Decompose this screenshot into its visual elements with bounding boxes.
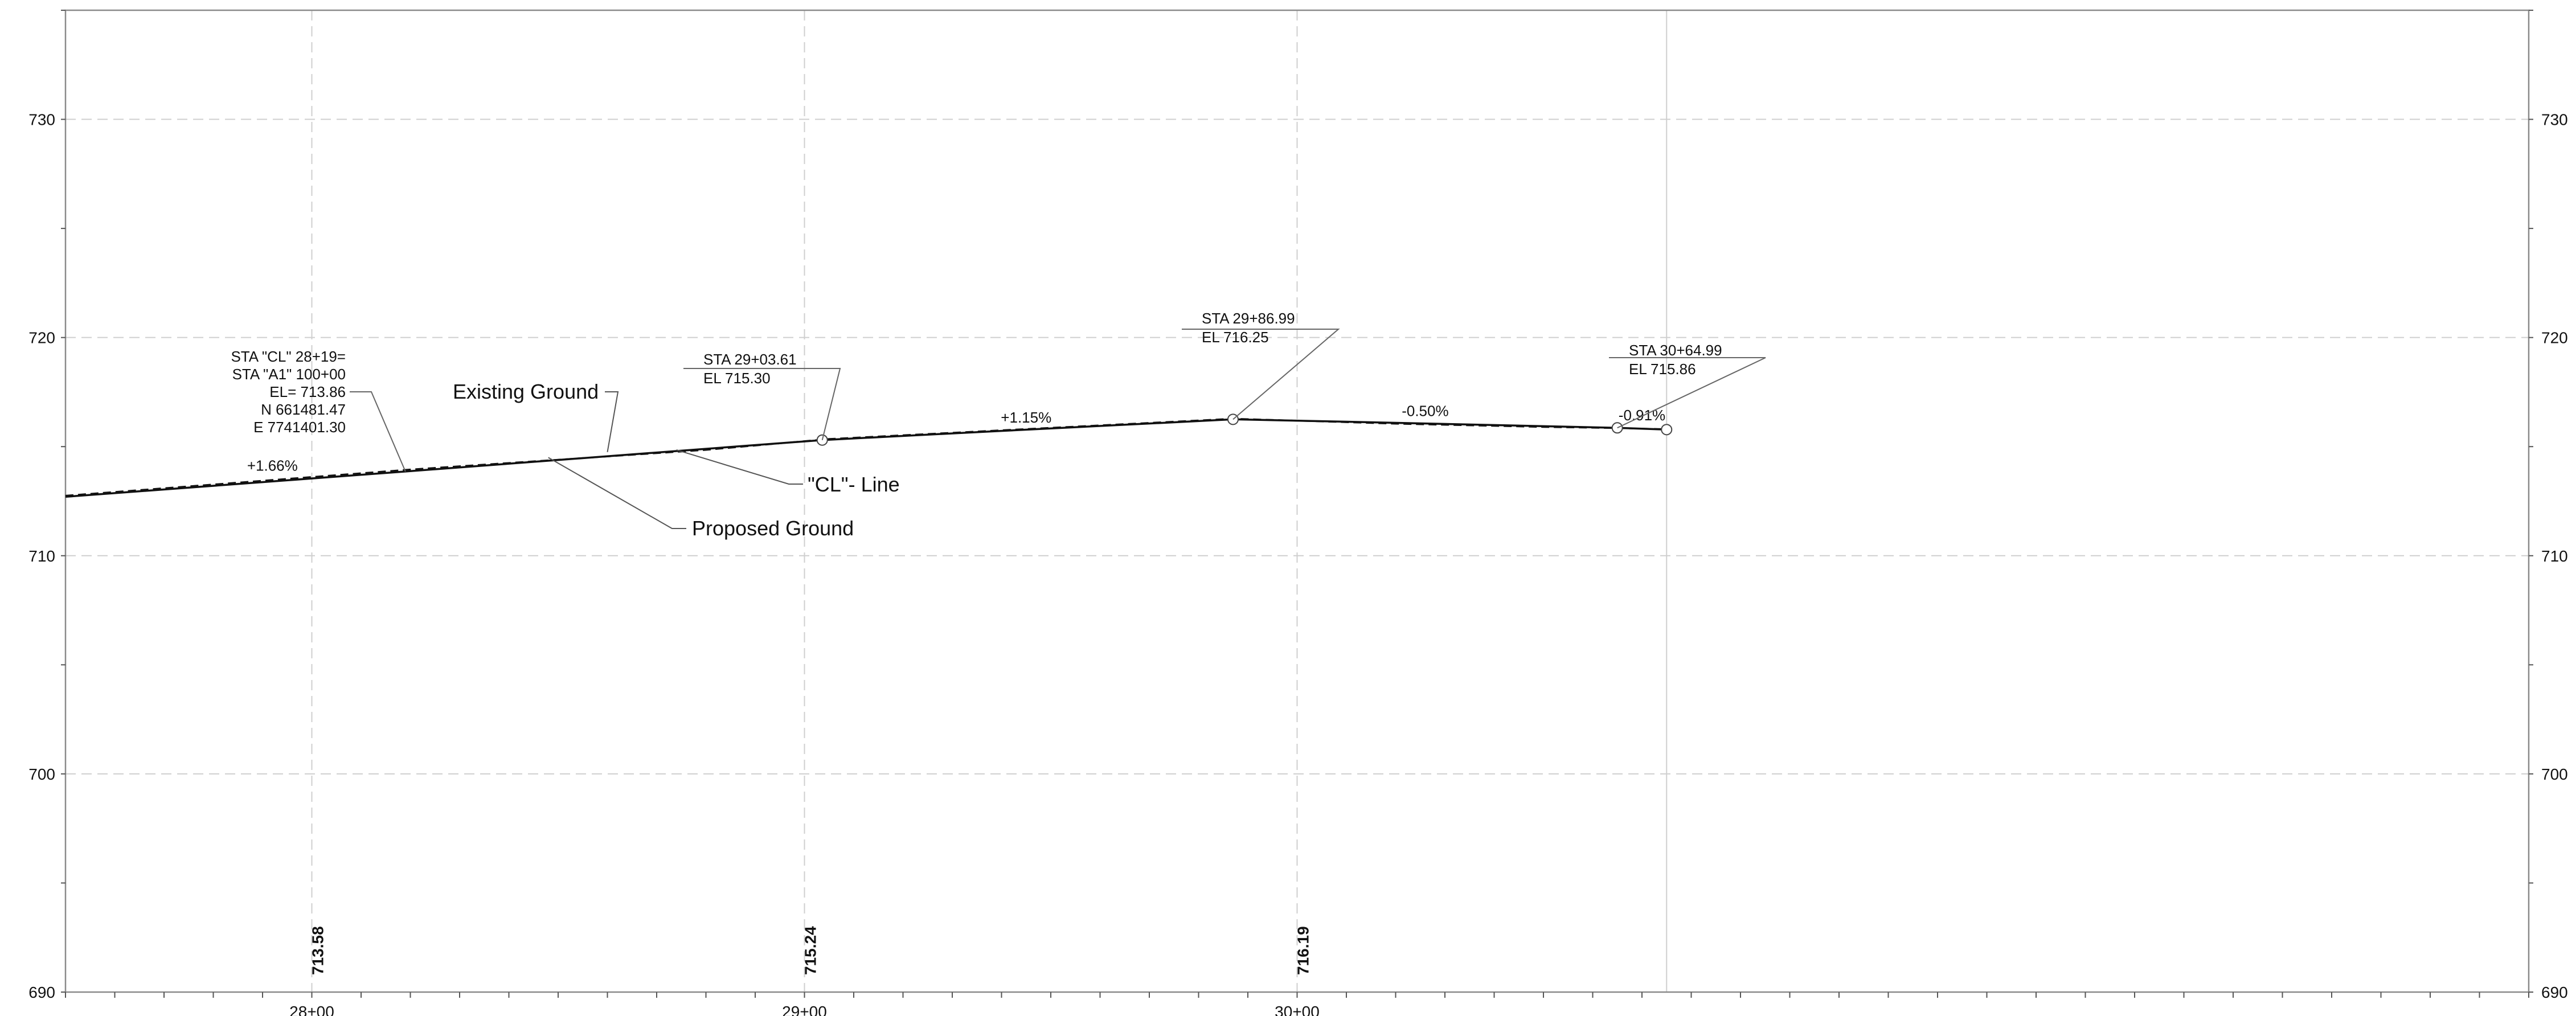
y-tick-label-left: 730 — [28, 111, 55, 129]
station-label: 30+00 — [1275, 1003, 1320, 1016]
begin-station-callout-text: N 661481.47 — [261, 401, 346, 418]
y-tick-label-right: 720 — [2541, 329, 2568, 347]
y-tick-label-left: 720 — [28, 329, 55, 347]
pvi-1-callout-text: STA 29+03.61 — [703, 351, 797, 368]
y-tick-label-right: 710 — [2541, 547, 2568, 565]
y-tick-label-right: 700 — [2541, 765, 2568, 783]
cl-line-leader — [676, 449, 803, 485]
pvi-3-callout-text: EL 715.86 — [1629, 360, 1696, 378]
pvi-3-callout-leader — [1609, 357, 1766, 429]
begin-station-callout-text: E 7741401.30 — [253, 419, 346, 436]
y-tick-label-left: 700 — [28, 765, 55, 783]
pvi-2-callout-text: EL 716.25 — [1202, 329, 1269, 346]
elevation-label: 716.19 — [1295, 926, 1312, 975]
annotation-layer: +1.66%+1.15% -0.50% -0.91%STA "CL" 28+19=S… — [231, 310, 1766, 540]
proposed-ground-leader — [548, 457, 686, 529]
begin-station-callout-text: STA "CL" 28+19= — [231, 348, 346, 365]
station-label: 28+00 — [289, 1003, 334, 1016]
existing-ground-line — [65, 417, 1667, 497]
pvi-2-callout-leader — [1182, 329, 1340, 420]
begin-station-callout-text: STA "A1" 100+00 — [232, 366, 346, 383]
elevation-label: 713.58 — [309, 926, 327, 975]
grid-layer — [65, 10, 2529, 992]
begin-station-callout-text: EL= 713.86 — [269, 383, 346, 400]
pvi-3-callout-text: STA 30+64.99 — [1629, 342, 1722, 359]
y-tick-label-left: 710 — [28, 547, 55, 565]
grade-label: +1.66% — [247, 457, 298, 474]
pvi-1-callout-text: EL 715.30 — [703, 370, 771, 387]
y-tick-label-left: 690 — [28, 984, 55, 1001]
begin-station-callout-leader — [350, 391, 406, 472]
axis-ticks: 690 690 700 700 710 710 720 720 730 730 28+00 29+00… — [28, 10, 2568, 1016]
pvi-marker — [1661, 424, 1673, 436]
station-label: 29+00 — [782, 1003, 827, 1016]
grade-label: -0.91% — [1619, 407, 1665, 424]
proposed-ground-label: Proposed Ground — [692, 517, 854, 540]
grade-label: -0.50% — [1402, 403, 1448, 420]
grade-label: +1.15% — [1001, 409, 1051, 426]
existing-ground-label: Existing Ground — [453, 380, 599, 403]
elevation-label: 715.24 — [802, 926, 820, 975]
pvi-2-callout-text: STA 29+86.99 — [1202, 310, 1295, 327]
series-layer — [65, 413, 1673, 498]
y-tick-label-right: 690 — [2541, 984, 2568, 1001]
cl-line-label: "CL"- Line — [808, 473, 900, 496]
pvi-1-callout-leader — [683, 368, 841, 440]
y-tick-label-right: 730 — [2541, 111, 2568, 129]
existing-ground-leader — [605, 391, 619, 452]
